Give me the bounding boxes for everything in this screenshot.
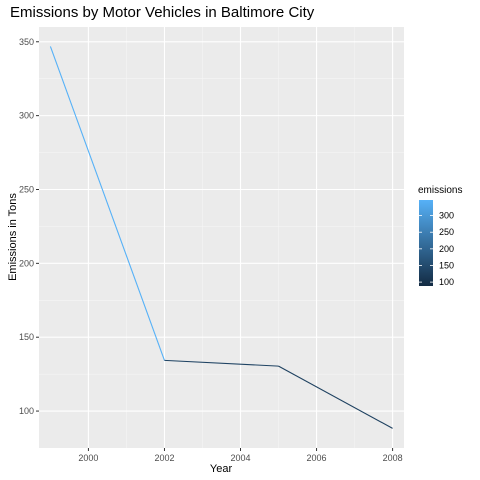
y-tick-label: 100: [19, 406, 34, 416]
y-tick-label: 350: [19, 37, 34, 47]
legend-colorbar: [419, 200, 433, 286]
y-axis: 100 150 200 250 300 350: [19, 37, 39, 416]
x-tick-label: 2004: [230, 453, 250, 463]
legend-title: emissions: [418, 185, 462, 196]
legend-label: 200: [439, 244, 454, 254]
line-segment: [164, 359, 279, 367]
plot-panel: [39, 27, 404, 448]
y-tick-label: 300: [19, 111, 34, 121]
y-tick-label: 150: [19, 332, 34, 342]
x-tick-label: 2002: [154, 453, 174, 463]
x-axis-title: Year: [210, 463, 233, 475]
x-tick-label: 2006: [307, 453, 327, 463]
legend-label: 100: [439, 277, 454, 287]
y-tick-label: 250: [19, 184, 34, 194]
legend: emissions 300 250 200 150 100: [418, 185, 462, 287]
x-tick-label: 2008: [383, 453, 403, 463]
x-tick-label: 2000: [78, 453, 98, 463]
chart-title: Emissions by Motor Vehicles in Baltimore…: [10, 4, 315, 21]
legend-label: 150: [439, 260, 454, 270]
y-axis-title: Emissions in Tons: [7, 193, 19, 281]
x-axis: 2000 2002 2004 2006 2008: [78, 448, 403, 463]
line-segment: [278, 365, 393, 429]
line-segment: [49, 46, 165, 361]
emissions-line: [49, 46, 393, 429]
legend-label: 250: [439, 227, 454, 237]
grid: [39, 27, 404, 448]
y-tick-label: 200: [19, 258, 34, 268]
legend-label: 300: [439, 211, 454, 221]
legend-ticks: 300 250 200 150 100: [419, 211, 454, 287]
